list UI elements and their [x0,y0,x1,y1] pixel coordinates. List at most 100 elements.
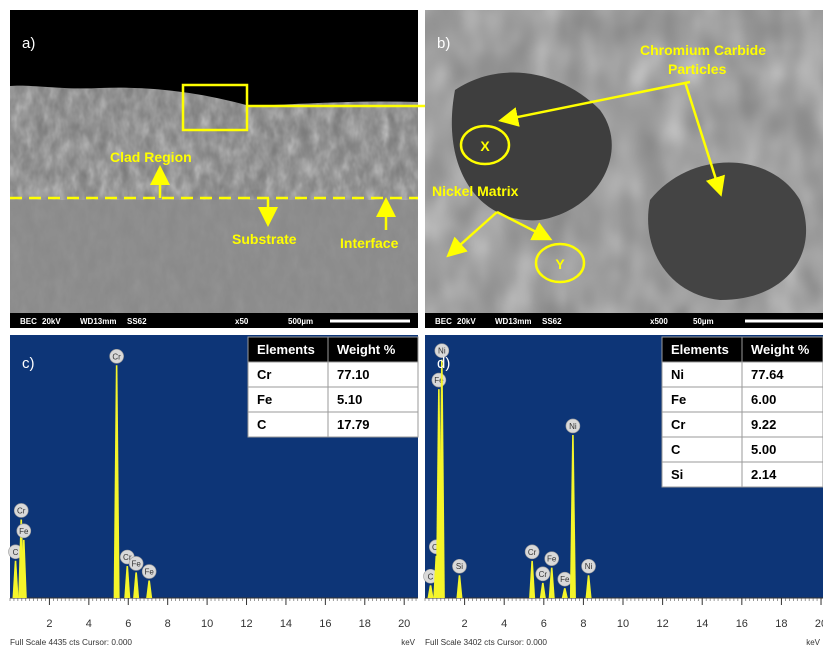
peak-label-bg [581,558,596,574]
table-header-text: Elements [671,342,729,357]
peak-label-bg [565,418,581,434]
peak [20,539,27,598]
x-tick-label: 8 [165,618,171,630]
annotation: Particles [668,61,727,77]
x-tick-label: 14 [280,618,292,630]
table-cell [661,461,743,488]
footer: Full Scale 4435 cts Cursor: 0.000 [10,638,133,647]
info-text: 20kV [457,317,476,326]
peak [539,582,546,598]
info-text: BEC [20,317,37,326]
table-text: 77.64 [751,367,784,382]
table-cell [247,411,329,438]
axis-bg [425,598,823,648]
peak-label-bg [128,556,144,571]
table-text: 6.00 [751,392,776,407]
peak [548,567,555,598]
panel-label: b) [437,35,450,52]
spectrum-panel: 2 4 6 8 10 12 14 16 18 20 Full Scale 4435 cts Curs… [8,335,419,648]
table-text: 5.00 [751,442,776,457]
annotation: Y [555,256,565,272]
peak-label: Fe [131,559,141,568]
x-tick-label: 16 [319,618,331,630]
peak [456,575,463,598]
axis-bg [10,598,418,648]
x-tick-label: 12 [240,618,252,630]
peak-label: Cr [123,553,132,562]
peak-label-bg [535,566,551,582]
table-cell [661,386,743,413]
peak [124,566,131,598]
table-text: C [257,417,267,432]
info-text: x500 [650,317,668,326]
info-text: x50 [235,317,249,326]
table-cell [661,411,743,438]
x-tick-label: 10 [201,618,213,630]
table-text: C [671,442,681,457]
peak-label-bg [13,503,29,518]
table-text: Si [671,467,683,482]
table-text: 5.10 [337,392,362,407]
table-text: 2.14 [751,467,777,482]
info-text: 50µm [693,317,714,326]
table-cell [741,411,823,438]
x-tick-label: 2 [462,618,468,630]
table-cell [327,411,419,438]
table-text: 9.22 [751,417,776,432]
peak [146,580,153,598]
x-tick-label: 18 [775,618,787,630]
peak-label: Ni [585,562,593,571]
x-tick-label: 6 [125,618,131,630]
table-cell [741,361,823,388]
x-tick-label: 14 [696,618,708,630]
peak-label-bg [524,544,540,560]
table-text: Ni [671,367,684,382]
info-text: WD13mm [495,317,531,326]
peak-label: Si [456,562,463,571]
annotation: X [480,138,490,154]
peak-label-bg [141,564,157,579]
x-tick-label: 18 [359,618,371,630]
annotation: Clad Region [110,149,192,165]
peak [427,585,434,598]
annotation: Substrate [232,231,297,247]
x-tick-label: 6 [541,618,547,630]
x-tick-label: 16 [736,618,748,630]
peak [585,575,592,598]
table-cell [247,386,329,413]
peak-label: C [428,572,434,581]
info-text: 20kV [42,317,61,326]
unit: keV [401,638,415,647]
x-tick-label: 4 [501,618,507,630]
table-header-text: Weight % [751,342,810,357]
info-text: WD13mm [80,317,116,326]
peak-label: Ni [569,422,577,431]
peak-label-bg [16,523,32,539]
table-cell [741,386,823,413]
x-tick-label: 8 [580,618,586,630]
table-text: Fe [671,392,686,407]
panel-b: b) Chromium Carbide Particles X Nickel M… [425,10,823,328]
table-cell [741,461,823,488]
x-tick-label: 4 [86,618,92,630]
table-cell [247,361,329,388]
panel-label: a) [22,35,35,52]
annotation: Chromium Carbide [640,42,766,58]
table-header-text: Elements [257,342,315,357]
table-header-text: Weight % [337,342,396,357]
spectrum-panel: 2 4 6 8 10 12 14 16 18 20 Full Scale 3402 cts Curs… [423,335,823,648]
unit: keV [806,638,820,647]
panel-a: a) Clad Region Substrate Interface BEC 20… [10,10,445,328]
peak-label: Fe [560,575,570,584]
annotation: Nickel Matrix [432,183,519,199]
table-cell [741,436,823,463]
info-text: BEC [435,317,452,326]
peak-label: Cr [539,570,548,579]
x-tick-label: 12 [656,618,668,630]
peak-label: Fe [144,568,154,577]
peak-label: Cr [112,352,121,361]
peak [561,588,568,598]
peak-label-bg [434,343,450,358]
